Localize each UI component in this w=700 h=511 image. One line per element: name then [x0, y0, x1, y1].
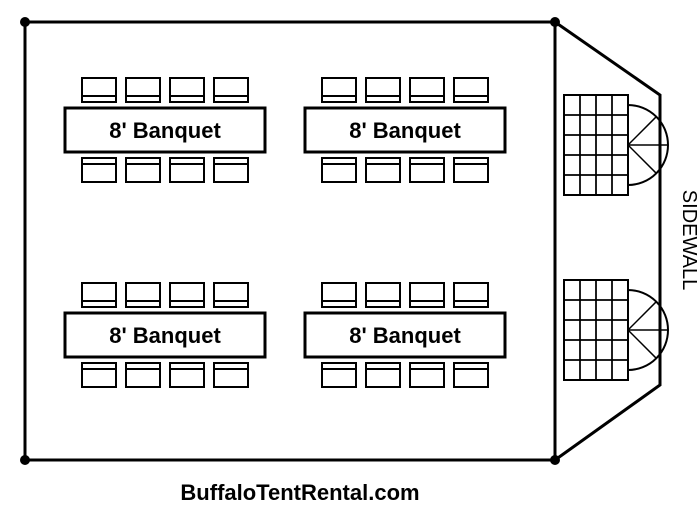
window-pane [564, 300, 580, 320]
tent-corner-post [20, 455, 30, 465]
chair-back [214, 96, 248, 102]
window-pane [612, 135, 628, 155]
window-pane [596, 135, 612, 155]
window-pane [612, 175, 628, 195]
window-pane [564, 175, 580, 195]
chair-back [170, 158, 204, 164]
window-pane [596, 320, 612, 340]
chair-back [82, 363, 116, 369]
table-label: 8' Banquet [349, 323, 461, 348]
table-label: 8' Banquet [109, 323, 221, 348]
chair-back [322, 301, 356, 307]
sidewall-label: SIDEWALL [678, 190, 700, 290]
chair-back [322, 158, 356, 164]
chair-back [454, 363, 488, 369]
chair-back [366, 158, 400, 164]
window-pane [564, 340, 580, 360]
chair-back [410, 363, 444, 369]
window-pane [564, 155, 580, 175]
window-pane [580, 135, 596, 155]
chair-back [82, 96, 116, 102]
window-pane [596, 360, 612, 380]
chair-back [214, 363, 248, 369]
cathedral-window [564, 280, 668, 380]
chair-back [366, 96, 400, 102]
chair-back [410, 158, 444, 164]
window-pane [596, 340, 612, 360]
chair-back [126, 301, 160, 307]
chair-back [126, 158, 160, 164]
chair-back [170, 363, 204, 369]
window-pane [612, 95, 628, 115]
tent-corner-post [550, 455, 560, 465]
window-pane [612, 300, 628, 320]
chair-back [170, 96, 204, 102]
cathedral-window [564, 95, 668, 195]
window-pane [580, 95, 596, 115]
chair-back [322, 363, 356, 369]
window-pane [580, 175, 596, 195]
chair-back [454, 158, 488, 164]
banquet-table-group: 8' Banquet [305, 78, 505, 182]
tent-layout-diagram: 8' Banquet 8' Banquet 8' Banquet 8' Banquet… [0, 0, 700, 511]
window-pane [580, 280, 596, 300]
window-pane [580, 155, 596, 175]
chair-back [410, 301, 444, 307]
window-pane [564, 135, 580, 155]
chair-back [366, 363, 400, 369]
chair-back [170, 301, 204, 307]
window-pane [596, 95, 612, 115]
window-spoke [628, 145, 656, 173]
chair-back [214, 158, 248, 164]
window-pane [612, 115, 628, 135]
window-pane [612, 155, 628, 175]
chair-back [454, 301, 488, 307]
window-pane [564, 115, 580, 135]
window-pane [596, 280, 612, 300]
window-pane [580, 340, 596, 360]
tent-corner-post [20, 17, 30, 27]
window-pane [612, 320, 628, 340]
window-pane [596, 300, 612, 320]
chair-back [82, 158, 116, 164]
chair-back [82, 301, 116, 307]
window-pane [596, 155, 612, 175]
tent-corner-post [550, 17, 560, 27]
window-pane [564, 280, 580, 300]
chair-back [410, 96, 444, 102]
banquet-table-group: 8' Banquet [305, 283, 505, 387]
window-pane [564, 360, 580, 380]
window-pane [580, 320, 596, 340]
window-pane [580, 360, 596, 380]
window-pane [612, 280, 628, 300]
window-pane [580, 115, 596, 135]
chair-back [126, 363, 160, 369]
window-pane [564, 320, 580, 340]
vestibule-outline [555, 22, 660, 460]
footer-text: BuffaloTentRental.com [180, 480, 419, 505]
window-pane [596, 175, 612, 195]
window-pane [612, 360, 628, 380]
chair-back [366, 301, 400, 307]
chair-back [126, 96, 160, 102]
window-pane [564, 95, 580, 115]
window-pane [580, 300, 596, 320]
chair-back [322, 96, 356, 102]
chair-back [454, 96, 488, 102]
window-spoke [628, 302, 656, 330]
chair-back [214, 301, 248, 307]
table-label: 8' Banquet [109, 118, 221, 143]
window-pane [612, 340, 628, 360]
table-label: 8' Banquet [349, 118, 461, 143]
banquet-table-group: 8' Banquet [65, 283, 265, 387]
window-spoke [628, 117, 656, 145]
window-spoke [628, 330, 656, 358]
window-pane [596, 115, 612, 135]
banquet-table-group: 8' Banquet [65, 78, 265, 182]
